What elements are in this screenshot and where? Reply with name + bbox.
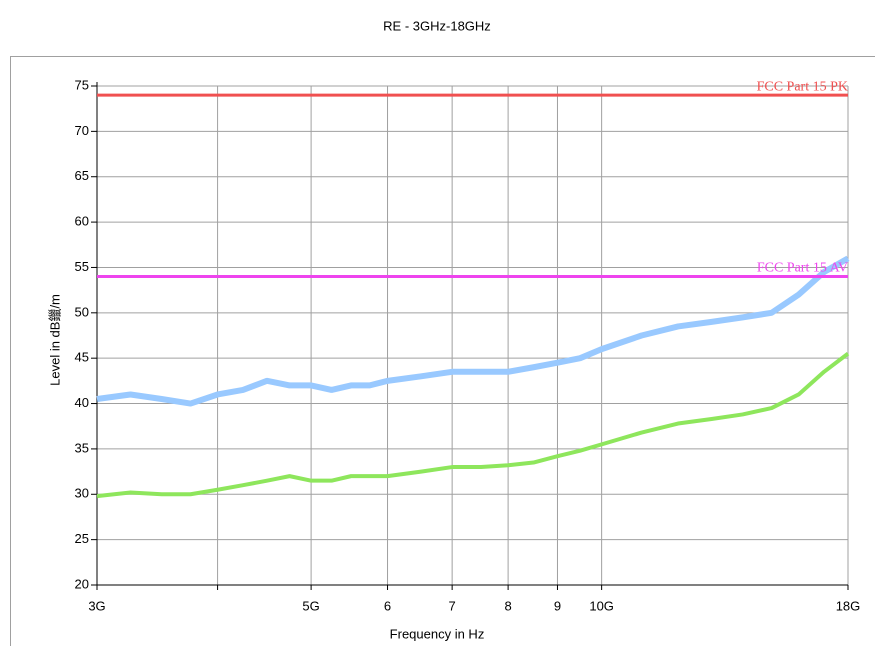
x-tick-label: 6: [384, 598, 391, 613]
y-tick-label: 65: [75, 168, 89, 183]
y-tick-label: 50: [75, 304, 89, 319]
x-tick-label: 8: [504, 598, 511, 613]
panel-frame: [10, 56, 875, 646]
y-axis-label: Level in dB鑞/m: [47, 294, 62, 386]
y-tick-label: 30: [75, 486, 89, 501]
y-tick-label: 60: [75, 214, 89, 229]
limit-label: FCC Part 15 AV: [757, 261, 848, 276]
y-tick-label: 75: [75, 77, 89, 92]
limit-label: FCC Part 15 PK: [757, 79, 848, 94]
series-line: [96, 352, 850, 499]
x-tick-label: 10G: [589, 598, 614, 613]
y-tick-label: 35: [75, 440, 89, 455]
x-tick-label: 18G: [836, 598, 861, 613]
x-tick-label: 7: [449, 598, 456, 613]
y-tick-label: 40: [75, 395, 89, 410]
chart-title: RE - 3GHz-18GHz: [383, 18, 491, 33]
y-tick-label: 55: [75, 259, 89, 274]
series-line: [96, 255, 850, 407]
y-tick-label: 45: [75, 350, 89, 365]
y-tick-label: 70: [75, 123, 89, 138]
x-tick-label: 3G: [88, 598, 105, 613]
x-tick-label: 9: [554, 598, 561, 613]
y-tick-label: 25: [75, 531, 89, 546]
x-tick-label: 5G: [302, 598, 319, 613]
x-axis-label: Frequency in Hz: [390, 626, 485, 641]
y-tick-label: 20: [75, 576, 89, 591]
